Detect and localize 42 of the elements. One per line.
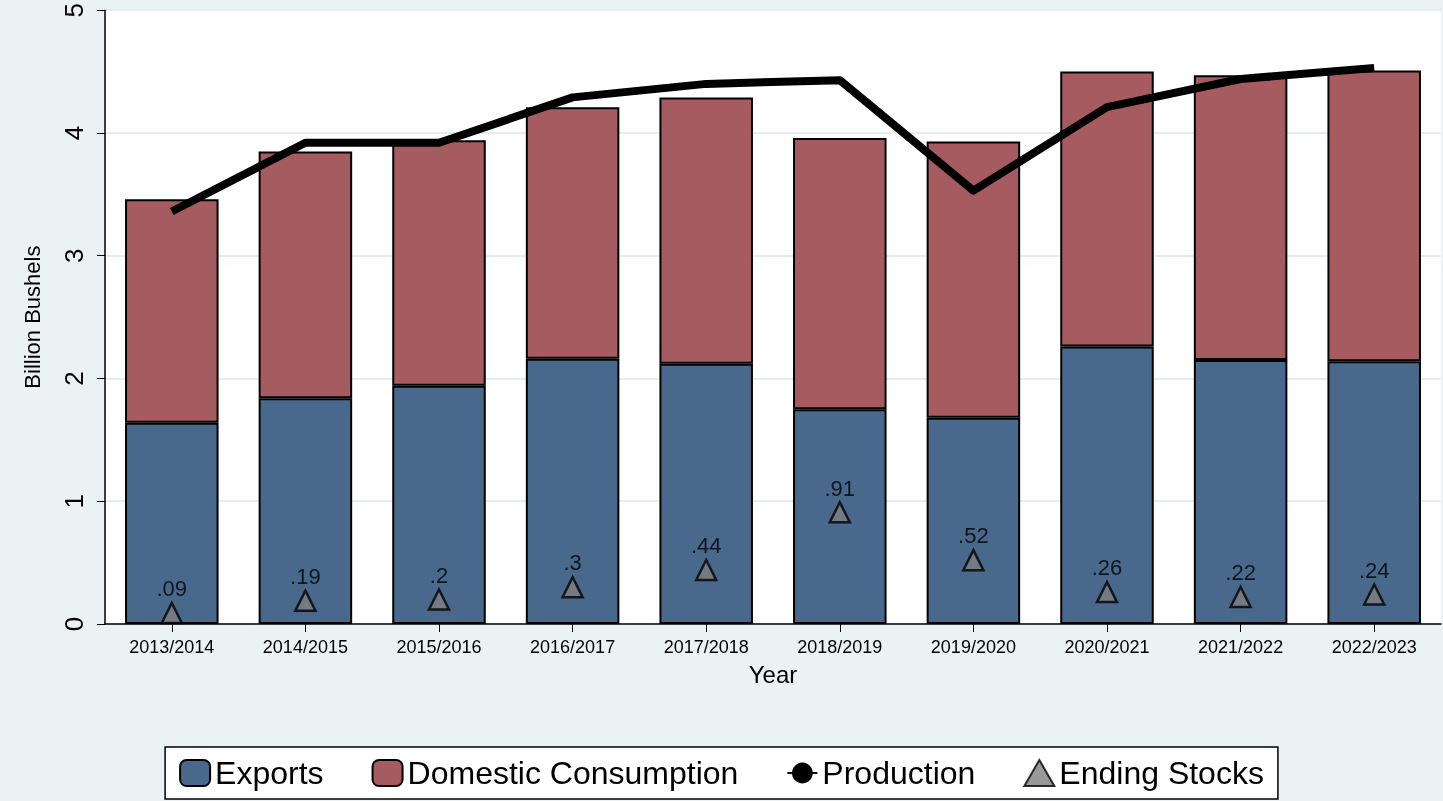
- y-axis-title: Billion Bushels: [19, 245, 45, 389]
- data-label: .3: [563, 550, 582, 576]
- data-label: .44: [690, 533, 722, 559]
- x-tick-label: 2019/2020: [930, 637, 1016, 657]
- data-label: .09: [156, 576, 188, 602]
- point: [962, 548, 985, 572]
- point: [828, 501, 852, 524]
- point: [561, 575, 584, 599]
- x-axis-title: Year: [748, 660, 798, 688]
- point: [1095, 580, 1119, 604]
- data-label: .22: [1225, 560, 1256, 586]
- point: [294, 589, 317, 612]
- point: [160, 601, 184, 625]
- x-tick-label: 2022/2023: [1331, 637, 1417, 657]
- legend-label: Production: [822, 755, 976, 791]
- x-tick-label: 2014/2015: [262, 637, 348, 657]
- data-label: .52: [958, 523, 989, 549]
- legend-label: Ending Stocks: [1059, 755, 1264, 791]
- y-tick-label: 5: [59, 3, 89, 18]
- x-tick-label: 2020/2021: [1064, 637, 1150, 657]
- legend-label: Exports: [215, 755, 324, 791]
- data-label: .24: [1358, 557, 1390, 583]
- point: [694, 558, 718, 582]
- y-tick-label: 2: [59, 371, 89, 386]
- data-label: .26: [1091, 555, 1123, 581]
- legend-label: Domestic Consumption: [407, 755, 739, 791]
- data-label: .2: [429, 562, 449, 588]
- x-tick-label: 2021/2022: [1198, 637, 1284, 657]
- y-tick-label: 1: [59, 494, 89, 509]
- data-label: .91: [824, 475, 856, 501]
- y-tick-label: 0: [59, 616, 89, 632]
- x-tick-label: 2016/2017: [530, 637, 616, 657]
- y-tick-label: 4: [59, 125, 89, 141]
- point: [1362, 583, 1386, 606]
- x-tick-label: 2015/2016: [396, 637, 482, 657]
- point: [427, 588, 451, 611]
- y-tick-label: 3: [59, 248, 89, 263]
- x-tick-label: 2018/2019: [797, 637, 883, 657]
- x-tick-label: 2013/2014: [129, 637, 215, 657]
- data-label: .19: [290, 563, 321, 589]
- point: [1229, 585, 1252, 609]
- x-tick-label: 2017/2018: [663, 637, 749, 657]
